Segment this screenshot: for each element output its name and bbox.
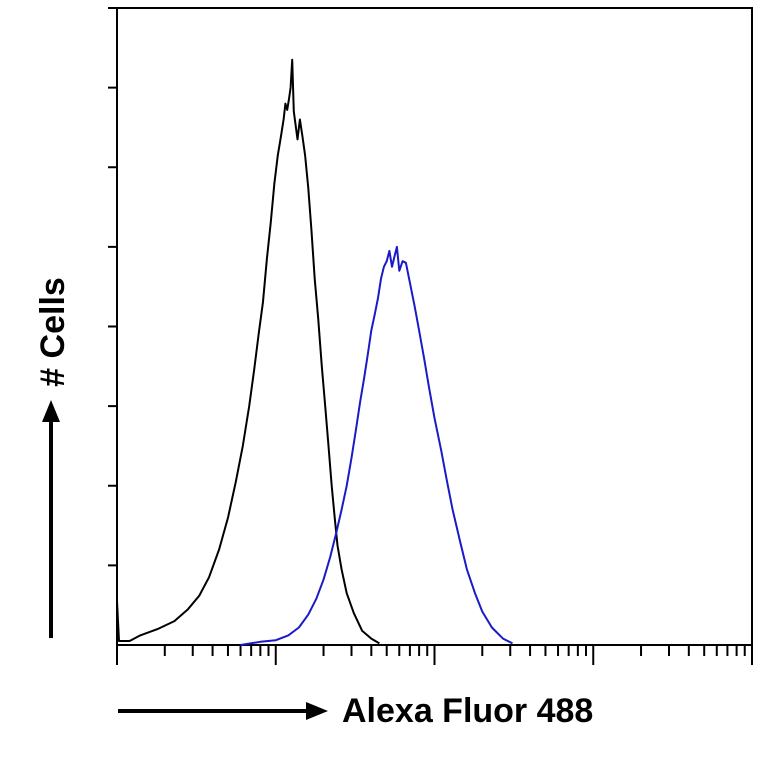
y-axis-ticks xyxy=(108,7,117,567)
stained-histogram-line xyxy=(240,245,513,646)
y-axis-label: # Cells xyxy=(34,277,72,387)
x-axis-ticks xyxy=(116,645,753,665)
series-layer xyxy=(116,58,513,646)
y-axis-arrow xyxy=(42,400,60,638)
control-histogram-line xyxy=(116,58,380,645)
x-axis-label: Alexa Fluor 488 xyxy=(342,692,593,730)
plot-frame xyxy=(116,7,753,646)
x-axis-arrow xyxy=(118,702,328,720)
